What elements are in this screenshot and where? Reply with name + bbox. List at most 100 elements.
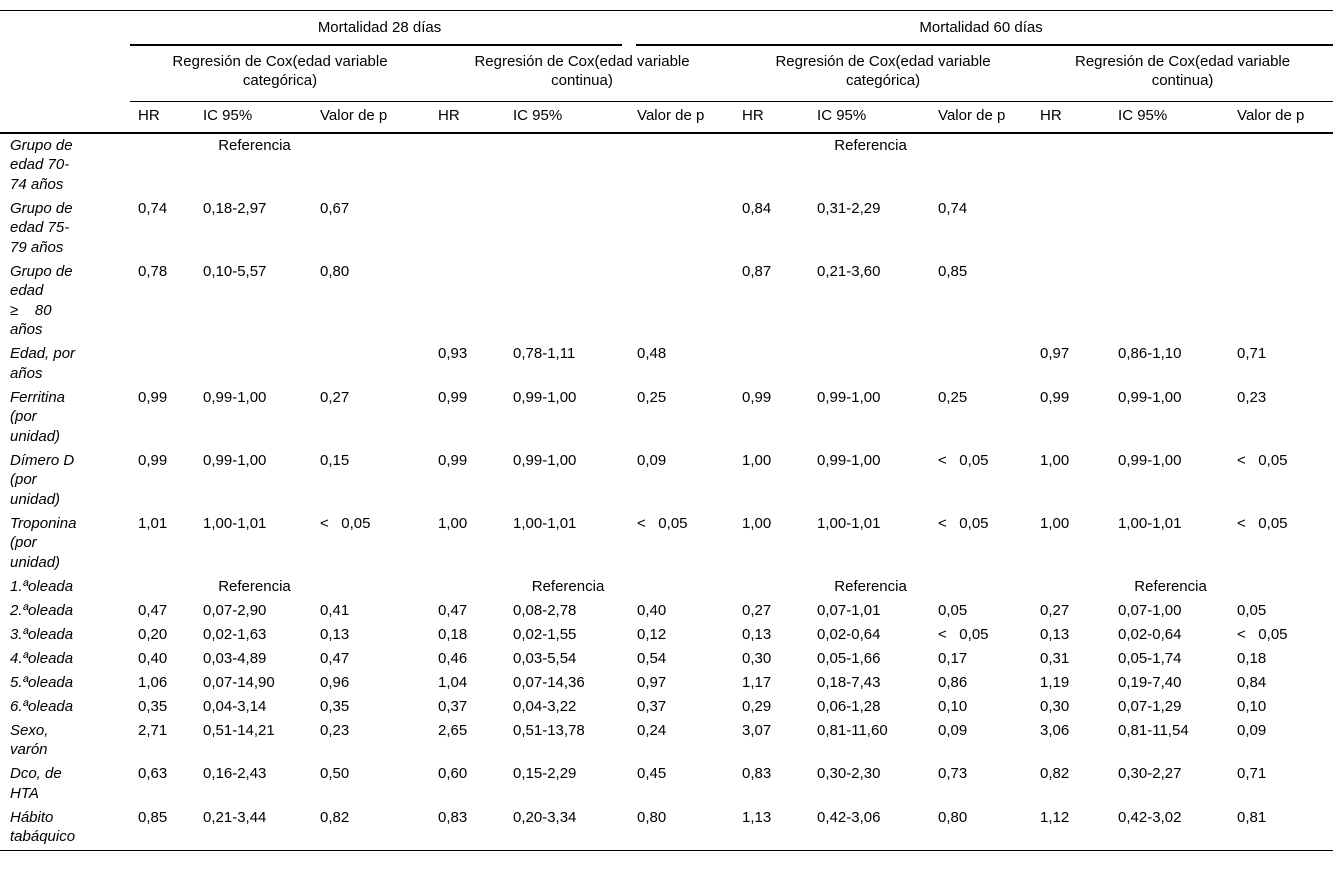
cox-regression-table: Mortalidad 28 días Mortalidad 60 días Re… (0, 10, 1333, 851)
data-cell (629, 197, 734, 260)
data-cell: 0,30-2,30 (817, 765, 881, 782)
header-ic95: IC 95% (505, 101, 630, 134)
data-cell: 0,82 (1040, 765, 1070, 782)
data-cell: 0,51-13,78 (513, 721, 585, 739)
data-cell: 1,00 (742, 514, 772, 532)
data-cell: 0,03-4,89 (203, 649, 267, 667)
data-cell: 0,80 (629, 806, 735, 851)
data-cell: 0,27 (320, 388, 350, 406)
data-cell: 0,84 (742, 199, 772, 217)
empty-corner-cell (0, 46, 130, 102)
data-cell: 0,05 (938, 601, 968, 619)
data-cell: 0,18-7,43 (817, 673, 881, 691)
data-cell (1032, 133, 1110, 197)
data-cell: 0,08-2,78 (513, 601, 577, 619)
data-cell: 0,37 (637, 697, 667, 715)
data-cell: 0,06-1,28 (817, 697, 881, 715)
data-cell: 0,87 (742, 262, 772, 280)
data-cell: 0,13 (742, 625, 772, 643)
data-cell: 0,18 (438, 625, 468, 643)
column-group-cox-categorica-28: Regresión de Cox(edad variable categóric… (130, 45, 430, 102)
data-cell: 0,07-1,00 (1118, 601, 1182, 619)
data-cell (629, 133, 734, 197)
data-cell (629, 575, 734, 599)
data-cell (312, 575, 430, 599)
data-cell: 0,42-3,06 (809, 806, 931, 851)
model-group-row: Regresión de Cox(edad variable categóric… (0, 45, 1333, 102)
data-cell: 2,65 (438, 721, 468, 739)
column-header-row: HR IC 95% Valor de p HR IC 95% Valor de … (0, 101, 1333, 134)
data-cell: 1,00 (742, 451, 772, 469)
row-label: 4.ªoleada (10, 649, 74, 667)
row-label: Grupo de edad 70- 74 años (10, 136, 73, 193)
table-row: Hábito tabáquico 0,85 0,21-3,44 0,82 0,83 0,2… (0, 806, 1333, 851)
data-cell: 0,81-11,54 (1118, 721, 1189, 739)
header-hr: HR (130, 101, 195, 134)
data-cell: 0,13 (320, 625, 350, 643)
data-cell: 0,40 (637, 601, 667, 619)
data-cell: 0,99 (1040, 388, 1070, 406)
row-label: Dco, de HTA (10, 765, 62, 802)
data-cell (1229, 133, 1333, 197)
column-group-cox-categorica-60: Regresión de Cox(edad variable categóric… (734, 45, 1033, 102)
data-cell: 0,04-3,22 (513, 697, 577, 715)
data-cell: 0,46 (438, 649, 468, 667)
data-cell: 0,25 (637, 388, 667, 406)
data-cell: 0,05-1,66 (817, 649, 881, 667)
row-label: 1.ªoleada (10, 577, 74, 595)
data-cell: 0,09 (938, 721, 968, 739)
data-cell: 0,73 (938, 765, 968, 782)
data-cell (734, 575, 809, 599)
empty-corner-cell (0, 11, 130, 46)
data-cell: 0,99 (438, 388, 468, 406)
data-cell (130, 343, 195, 387)
header-hr: HR (1032, 101, 1111, 134)
table-header: Mortalidad 28 días Mortalidad 60 días Re… (0, 11, 1333, 134)
data-cell: 0,18-2,97 (203, 199, 267, 217)
data-cell: 0,85 (130, 806, 195, 851)
data-cell (505, 133, 629, 197)
data-cell: 0,02-1,55 (513, 625, 577, 643)
data-cell: Referencia (1134, 577, 1207, 595)
data-cell: 0,16-2,43 (203, 765, 267, 782)
row-label: Dímero D (por unidad) (10, 451, 75, 508)
row-label: Ferritina (por unidad) (10, 388, 66, 445)
data-cell (430, 260, 505, 343)
data-cell: 0,99-1,00 (817, 451, 881, 469)
table-row: Dco, de HTA 0,63 0,16-2,43 0,50 0,60 0,15-2,2… (0, 763, 1333, 807)
data-cell: Referencia (834, 577, 907, 595)
data-cell: 0,97 (1040, 345, 1070, 362)
data-cell: 0,96 (320, 673, 350, 691)
header-ic95: IC 95% (809, 101, 931, 134)
data-cell: 0,15 (320, 451, 350, 469)
data-cell: 0,99 (438, 451, 468, 469)
data-cell (130, 133, 195, 197)
data-cell: 0,31-2,29 (817, 199, 881, 217)
data-cell: 0,35 (320, 697, 350, 715)
data-cell (930, 343, 1032, 387)
data-cell: 0,02-0,64 (817, 625, 881, 643)
data-cell (809, 343, 930, 387)
data-cell: 1,00 (438, 514, 468, 532)
data-cell: < 0,05 (938, 451, 989, 469)
data-cell (734, 133, 809, 197)
data-cell: 3,07 (742, 721, 772, 739)
data-cell: 0,18 (1237, 649, 1267, 667)
data-cell (1110, 133, 1229, 197)
header-ic95: IC 95% (195, 101, 312, 134)
header-ic95: IC 95% (1110, 101, 1230, 134)
data-cell: 0,99-1,00 (1118, 451, 1182, 469)
data-cell: 0,99 (138, 388, 168, 406)
row-label: 5.ªoleada (10, 673, 74, 691)
data-cell (430, 133, 505, 197)
data-cell: 0,81 (1229, 806, 1333, 851)
data-cell: Referencia (531, 577, 605, 595)
data-cell: < 0,05 (637, 514, 688, 532)
data-cell: 0,25 (938, 388, 968, 406)
data-cell: 1,00-1,01 (203, 514, 267, 532)
data-cell: 0,07-1,01 (817, 601, 881, 619)
data-cell: 0,30 (1040, 697, 1070, 715)
data-cell (1110, 260, 1229, 343)
data-cell (1229, 260, 1333, 343)
data-cell: 0,21-3,44 (195, 806, 312, 851)
